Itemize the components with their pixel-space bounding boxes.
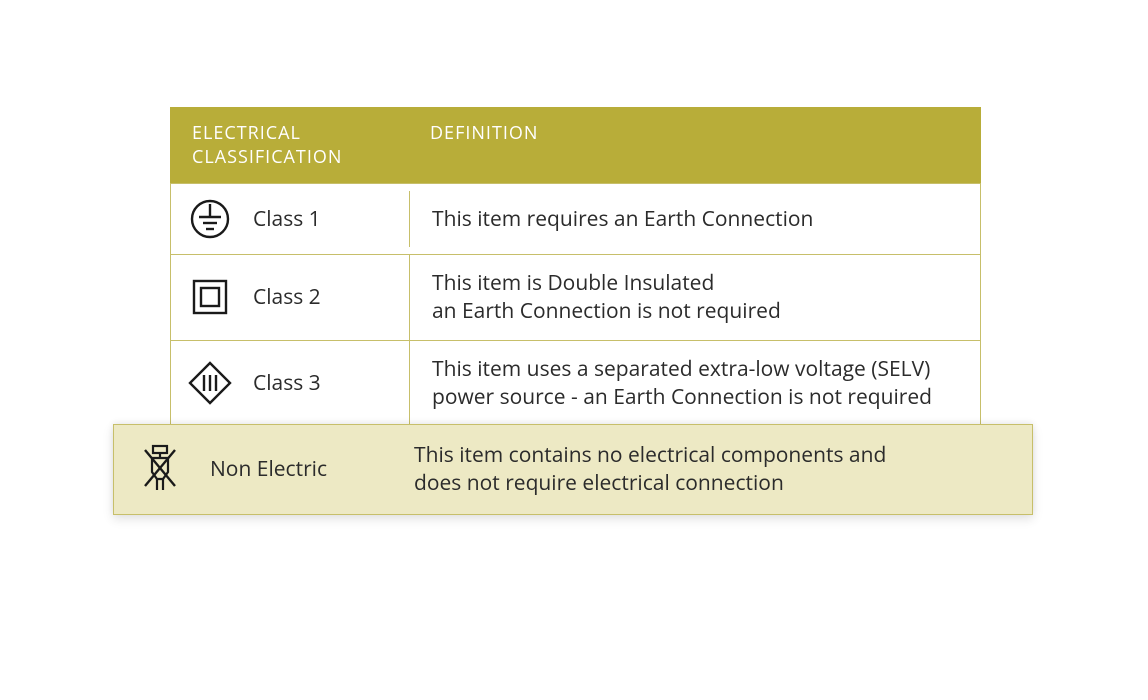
earth-symbol-icon [171,184,249,254]
class-definition: This item requires an Earth Connection [409,191,980,247]
highlighted-row: Non Electric This item contains no elect… [113,424,1033,515]
header-definition: DEFINITION [408,107,981,183]
table-row: Class 1 This item requires an Earth Conn… [170,183,981,254]
no-plug-icon [114,426,206,512]
class-definition: This item is Double Insulated an Earth C… [409,255,980,340]
class-label: Non Electric [206,441,392,497]
diamond-iii-icon [171,346,249,420]
classification-table: ELECTRICAL CLASSIFICATION DEFINITION Cla… [170,107,981,426]
table-row: Class 2 This item is Double Insulated an… [170,254,981,340]
class-label: Class 3 [249,355,409,411]
double-square-icon [171,263,249,331]
class-definition: This item contains no electrical compone… [392,425,1032,514]
table-row: Class 3 This item uses a separated extra… [170,340,981,427]
class-definition: This item uses a separated extra-low vol… [409,341,980,426]
header-classification: ELECTRICAL CLASSIFICATION [170,107,408,183]
table-header-row: ELECTRICAL CLASSIFICATION DEFINITION [170,107,981,183]
class-label: Class 2 [249,269,409,325]
class-label: Class 1 [249,191,409,247]
